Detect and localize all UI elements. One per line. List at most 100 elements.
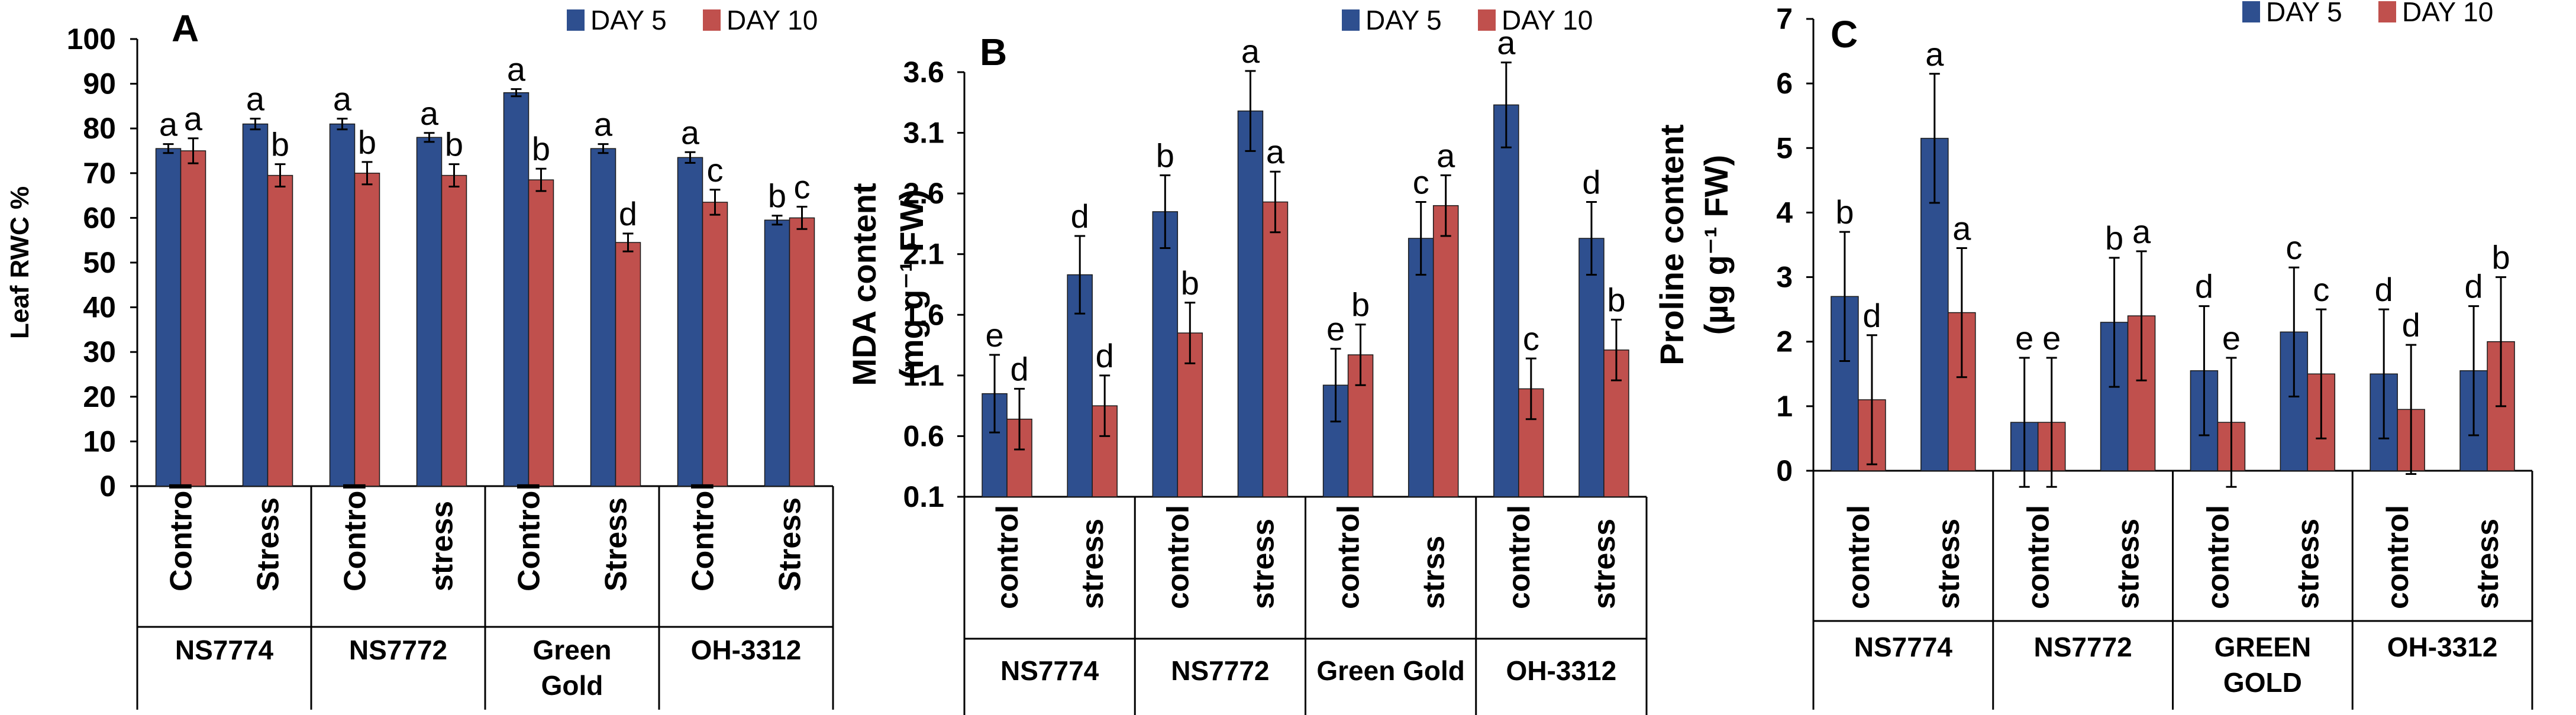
significance-letter: a bbox=[333, 80, 352, 118]
group-label: Green Gold bbox=[1316, 655, 1464, 686]
significance-letter: b bbox=[532, 130, 550, 167]
legend-label-day10: DAY 10 bbox=[2402, 0, 2493, 27]
category-label: Stress bbox=[599, 497, 634, 591]
category-label: stress bbox=[2112, 519, 2146, 609]
legend-label-day5: DAY 5 bbox=[2266, 0, 2342, 27]
legend-swatch-day5 bbox=[2242, 1, 2260, 22]
significance-letter: d bbox=[1071, 198, 1089, 235]
significance-letter: b bbox=[445, 126, 463, 163]
y-tick-label: 3.6 bbox=[903, 56, 944, 89]
y-tick-label: 1.6 bbox=[903, 298, 944, 331]
bar-day10 bbox=[1262, 201, 1289, 497]
panel-label: C bbox=[1831, 13, 1858, 56]
significance-letter: a bbox=[1437, 137, 1455, 174]
significance-letter: c bbox=[1523, 320, 1539, 357]
y-tick-label: 40 bbox=[83, 291, 116, 324]
legend-label-day10: DAY 10 bbox=[727, 5, 818, 35]
group-label: GOLD bbox=[2223, 667, 2302, 698]
y-tick-label: 2.6 bbox=[903, 177, 944, 210]
significance-letter: b bbox=[2105, 219, 2123, 257]
y-tick-label: 30 bbox=[83, 335, 116, 368]
bar-day5 bbox=[677, 157, 703, 487]
category-label: Stress bbox=[773, 497, 808, 591]
significance-letter: c bbox=[2286, 229, 2302, 266]
group-label: NS7774 bbox=[1000, 655, 1099, 686]
category-label: control bbox=[2381, 505, 2415, 609]
significance-letter: a bbox=[420, 95, 439, 132]
chart-b: 0.1 0.6 1.1 1.6 2.1 2.6 3.1 3.6 MDA content (mg g… bbox=[845, 5, 1648, 715]
bar-day10 bbox=[702, 202, 728, 487]
category-label: control bbox=[2201, 505, 2235, 609]
bar-day5 bbox=[329, 123, 356, 487]
significance-letter: c bbox=[2313, 271, 2329, 308]
bar-day10 bbox=[528, 179, 554, 487]
significance-letter: a bbox=[1952, 209, 1971, 247]
bar-day5 bbox=[155, 148, 182, 487]
bar-day5 bbox=[590, 148, 616, 487]
legend-swatch-day10 bbox=[2378, 1, 2396, 22]
bar-day10 bbox=[354, 173, 380, 487]
bar-day5 bbox=[242, 123, 269, 487]
y-tick-label: 90 bbox=[83, 67, 116, 101]
y-axis-label-line1: MDA content bbox=[845, 183, 883, 386]
category-label: stress bbox=[2471, 519, 2505, 609]
significance-letter: e bbox=[985, 316, 1003, 354]
significance-letter: a bbox=[2132, 213, 2151, 250]
y-tick-label: 2.1 bbox=[903, 238, 944, 271]
significance-letter: b bbox=[358, 124, 376, 161]
bar-day5 bbox=[503, 92, 530, 487]
category-label: Control bbox=[338, 482, 373, 591]
group-label: NS7772 bbox=[1171, 655, 1269, 686]
panel-label: A bbox=[172, 7, 199, 50]
significance-letter: a bbox=[1241, 33, 1260, 70]
group-label: NS7772 bbox=[2034, 632, 2132, 662]
significance-letter: c bbox=[707, 151, 724, 189]
significance-letter: d bbox=[1862, 297, 1881, 334]
bar-day10 bbox=[267, 174, 293, 487]
group-label: OH-3312 bbox=[1506, 655, 1617, 686]
legend-swatch-day5 bbox=[1342, 9, 1360, 31]
significance-letter: b bbox=[768, 177, 786, 215]
category-label: stress bbox=[425, 501, 460, 591]
significance-letter: c bbox=[794, 169, 811, 206]
bar-day5 bbox=[1152, 211, 1179, 497]
bar-day5 bbox=[1408, 238, 1434, 497]
group-label: Green bbox=[533, 635, 612, 665]
significance-letter: a bbox=[1266, 133, 1285, 170]
legend-label-day5: DAY 5 bbox=[590, 5, 667, 35]
bar-day5 bbox=[1578, 238, 1605, 497]
legend-label-day5: DAY 5 bbox=[1366, 5, 1442, 35]
significance-letter: d bbox=[2375, 271, 2393, 308]
significance-letter: a bbox=[184, 100, 203, 137]
significance-letter: a bbox=[1925, 35, 1944, 73]
bar-day5 bbox=[1493, 104, 1519, 497]
y-tick-label: 0 bbox=[99, 470, 116, 503]
significance-letter: d bbox=[1582, 164, 1600, 201]
significance-letter: a bbox=[159, 106, 178, 143]
significance-letter: d bbox=[2195, 268, 2213, 305]
significance-letter: a bbox=[681, 114, 700, 151]
y-tick-label: 50 bbox=[83, 246, 116, 279]
significance-letter: a bbox=[1497, 24, 1516, 62]
bar-day5 bbox=[416, 137, 443, 487]
significance-letter: b bbox=[271, 126, 289, 163]
y-tick-label: 60 bbox=[83, 201, 116, 234]
y-tick-label: 2 bbox=[1776, 325, 1793, 358]
category-label: stress bbox=[2291, 519, 2325, 609]
bar-day5 bbox=[1237, 110, 1264, 497]
significance-letter: a bbox=[594, 106, 613, 143]
significance-letter: b bbox=[1156, 137, 1174, 174]
y-tick-label: 3 bbox=[1776, 261, 1793, 294]
y-axis-label: Leaf RWC % bbox=[5, 186, 34, 339]
y-tick-label: 0.1 bbox=[903, 480, 944, 513]
significance-letter: d bbox=[619, 195, 637, 232]
significance-letter: d bbox=[2464, 268, 2483, 305]
y-axis-label-line2: (mg g⁻¹ FW) bbox=[893, 189, 930, 380]
group-label: NS7772 bbox=[349, 635, 447, 665]
panel-label: B bbox=[980, 31, 1007, 73]
y-tick-label: 70 bbox=[83, 157, 116, 190]
significance-letter: e bbox=[1326, 310, 1345, 348]
significance-letter: b bbox=[1835, 193, 1854, 231]
